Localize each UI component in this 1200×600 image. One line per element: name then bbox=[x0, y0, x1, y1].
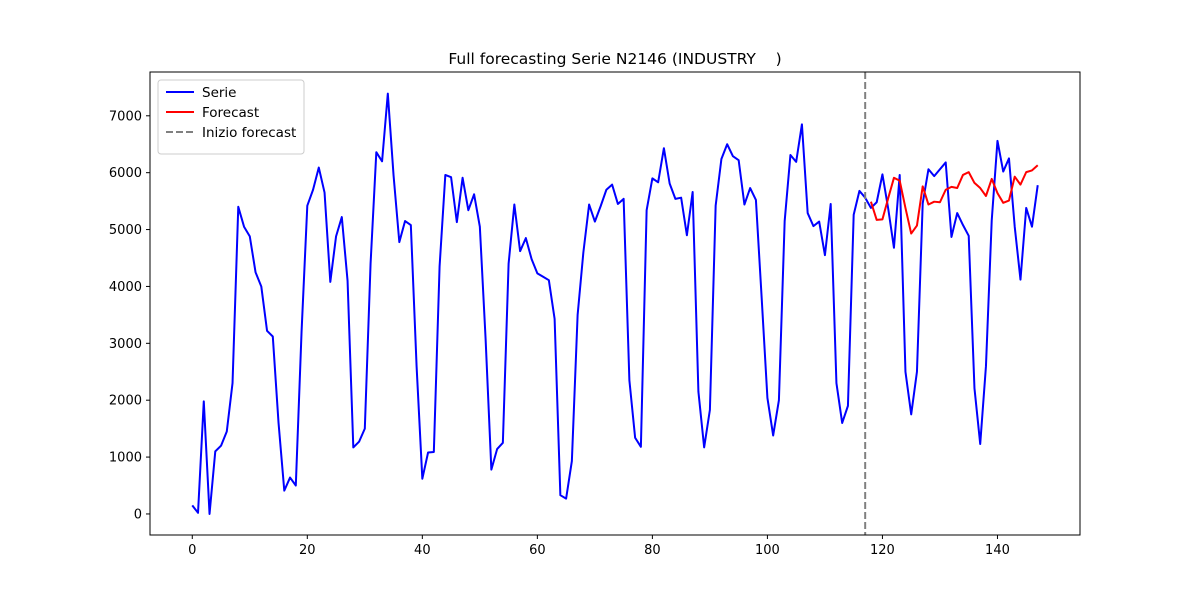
legend-box bbox=[157, 79, 305, 155]
legend: Serie Forecast Inizio forecast bbox=[157, 79, 305, 155]
y-tick-label: 4000 bbox=[109, 280, 142, 295]
y-tick-label: 3000 bbox=[109, 337, 142, 352]
x-tick-label: 40 bbox=[414, 543, 431, 558]
x-tick-label: 120 bbox=[870, 543, 895, 558]
series-line-serie bbox=[191, 92, 1039, 515]
plot-lines bbox=[191, 72, 1039, 535]
y-tick-label: 7000 bbox=[109, 109, 142, 124]
y-tick-label: 5000 bbox=[109, 223, 142, 238]
plot-area bbox=[191, 72, 1039, 535]
axes-frame bbox=[149, 71, 1081, 536]
x-tick-label: 20 bbox=[299, 543, 316, 558]
y-tick-label: 6000 bbox=[109, 166, 142, 181]
chart-title: Full forecasting Serie N2146 (INDUSTRY ) bbox=[448, 50, 781, 68]
legend-label: Inizio forecast bbox=[202, 125, 296, 141]
legend-label: Serie bbox=[202, 85, 236, 101]
y-tick-label: 1000 bbox=[109, 451, 142, 466]
x-tick-label: 140 bbox=[985, 543, 1010, 558]
series-line-forecast bbox=[869, 164, 1039, 235]
y-tick-label: 2000 bbox=[109, 394, 142, 409]
x-tick-label: 60 bbox=[529, 543, 546, 558]
legend-label: Forecast bbox=[202, 105, 259, 121]
x-tick-label: 80 bbox=[644, 543, 661, 558]
x-tick-label: 0 bbox=[188, 543, 196, 558]
x-tick-label: 100 bbox=[755, 543, 780, 558]
x-axis: 0 20 40 60 80 100 120 140 bbox=[188, 535, 1010, 558]
y-tick-label: 0 bbox=[134, 507, 142, 522]
y-axis: 0 1000 2000 3000 4000 5000 6000 7000 bbox=[109, 109, 150, 522]
